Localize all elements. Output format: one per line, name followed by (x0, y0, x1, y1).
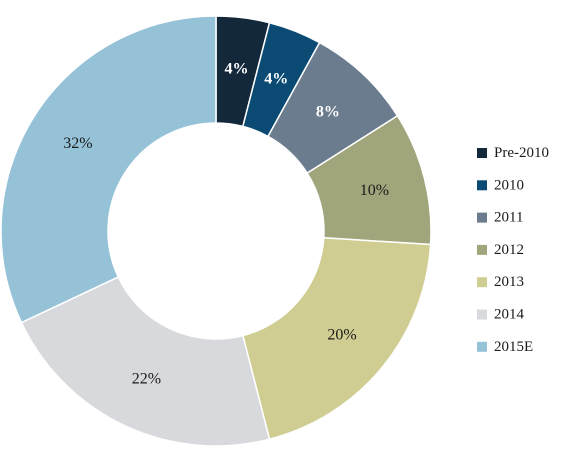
legend-label-2012: 2012 (494, 242, 524, 258)
value-label-2010: 4% (264, 70, 288, 87)
legend-swatch-pre-2010 (477, 148, 487, 158)
legend-label-2014: 2014 (494, 307, 525, 323)
value-label-2013: 20% (327, 327, 356, 344)
legend-label-2010: 2010 (494, 177, 524, 193)
value-label-pre-2010: 4% (224, 60, 248, 77)
value-label-2011: 8% (316, 103, 340, 120)
legend-label-2015e: 2015E (494, 339, 533, 355)
legend-swatch-2015e (477, 341, 487, 352)
legend-swatch-2012 (477, 244, 487, 255)
slice-2014 (20, 275, 271, 447)
legend-label-pre-2010: Pre-2010 (494, 145, 549, 161)
legend-item-pre-2010: Pre-2010 (477, 145, 549, 161)
legend-item-2011: 2011 (477, 210, 523, 226)
legend-item-2012: 2012 (477, 242, 524, 258)
slice-2015e (0, 15, 217, 324)
legend-item-2010: 2010 (477, 177, 524, 193)
legend-item-2014: 2014 (477, 307, 525, 323)
slices-layer (0, 15, 432, 447)
value-label-2015e: 32% (63, 135, 92, 152)
value-label-2014: 22% (132, 370, 161, 387)
value-label-2012: 10% (360, 182, 389, 199)
legend-swatch-2011 (477, 212, 487, 223)
legend-swatch-2013 (477, 277, 487, 288)
legend-item-2013: 2013 (477, 274, 524, 290)
legend-swatch-2014 (477, 309, 487, 320)
legend-label-2013: 2013 (494, 274, 524, 290)
legend-item-2015e: 2015E (477, 339, 533, 355)
legend-label-2011: 2011 (494, 210, 523, 226)
legend-swatch-2010 (477, 180, 487, 191)
labels-layer: 4% 4% 8% 10% 20% 22% 32% (63, 60, 389, 387)
slice-2013 (241, 236, 432, 441)
legend: Pre-2010 2010 2011 2012 2013 2014 2015E (477, 145, 549, 355)
